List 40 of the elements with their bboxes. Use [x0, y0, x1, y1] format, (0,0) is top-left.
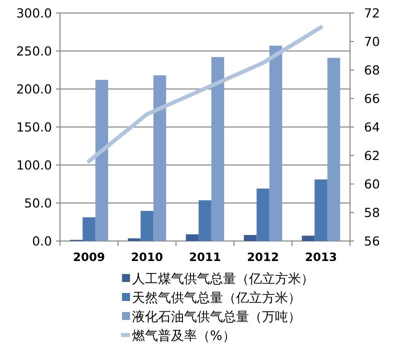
x-tick-label: 2010: [130, 250, 164, 264]
bar: [198, 200, 212, 241]
x-tick-label: 2012: [246, 250, 280, 264]
legend-label: 液化石油气供气总量（万吨）: [132, 310, 301, 325]
y2-tick-label: 66: [364, 91, 380, 106]
bar: [140, 210, 154, 241]
y2-tick-label: 60: [364, 176, 380, 192]
bar: [302, 236, 315, 241]
y-tick-label: 100.0: [16, 158, 52, 172]
bar: [269, 46, 282, 241]
y2-tick-label: 70: [364, 34, 380, 49]
bar: [244, 234, 257, 241]
y-tick-label: 0.0: [32, 234, 52, 248]
bar: [95, 80, 108, 241]
bar: [256, 188, 270, 241]
line-series: [87, 25, 323, 164]
legend-label: 燃气普及率（%）: [132, 328, 236, 344]
y-tick-label: 150.0: [16, 120, 52, 134]
bar: [327, 58, 340, 241]
y2-tick-label: 72: [364, 6, 380, 20]
y2-tick-label: 68: [364, 62, 380, 78]
bar: [186, 234, 199, 241]
y2-tick-label: 64: [364, 120, 380, 134]
x-tick-label: 2009: [72, 250, 106, 264]
y-tick-label: 300.0: [16, 6, 52, 20]
y-tick-label: 250.0: [16, 44, 52, 58]
legend-label: 天然气供气总量（亿立方米）: [132, 290, 301, 306]
bar: [82, 217, 96, 241]
y-tick-label: 50.0: [24, 196, 52, 210]
x-tick-label: 2013: [304, 250, 338, 264]
bar: [128, 238, 141, 241]
legend-label: 人工煤气供气总量（亿立方米）: [132, 271, 314, 287]
y2-tick-label: 56: [364, 234, 380, 248]
y2-tick-label: 58: [364, 205, 380, 220]
y-tick-label: 200.0: [16, 82, 52, 96]
y2-tick-label: 62: [364, 148, 380, 163]
bar: [314, 179, 328, 241]
bar: [211, 57, 224, 241]
bar: [153, 75, 166, 241]
x-tick-label: 2011: [188, 250, 222, 264]
